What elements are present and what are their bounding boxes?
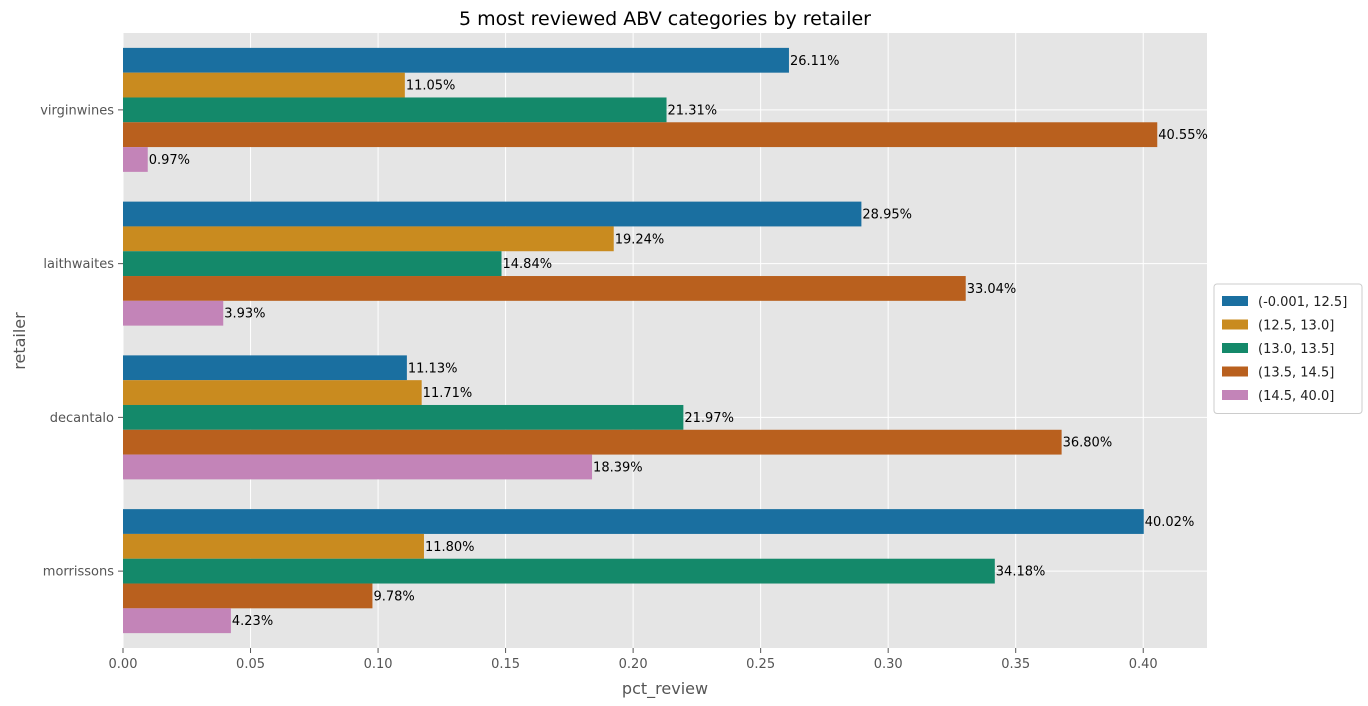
- bar-virginwines-series-4: [123, 147, 148, 172]
- bar-morrissons-series-2: [123, 558, 995, 584]
- x-tick-label: 0.25: [746, 657, 775, 672]
- data-labels-group: 26.11% 11.05% 21.31% 40.55% 0.97% 28.95% 19.24…: [149, 54, 1208, 629]
- legend-swatch-4: [1222, 390, 1248, 400]
- bar-virginwines-series-0: [123, 47, 789, 73]
- legend-label-2: (13.0, 13.5]: [1258, 342, 1334, 357]
- data-label-virginwines-series-0: 26.11%: [790, 54, 840, 69]
- legend-label-1: (12.5, 13.0]: [1258, 319, 1334, 334]
- x-axis-ticks: 0.00 0.05 0.10 0.15 0.20 0.25 0.30 0.35 0.40: [109, 648, 1158, 672]
- x-tick-label: 0.30: [874, 657, 903, 672]
- data-label-morrissons-series-3: 9.78%: [373, 589, 414, 604]
- data-label-morrissons-series-4: 4.23%: [232, 614, 273, 629]
- bar-laithwaites-series-0: [123, 201, 862, 227]
- legend-swatch-2: [1222, 343, 1248, 353]
- bars-group: [123, 47, 1158, 634]
- bar-decantalo-series-2: [123, 404, 684, 430]
- data-label-decantalo-series-1: 11.71%: [423, 386, 473, 401]
- x-tick-label: 0.05: [236, 657, 265, 672]
- legend-swatch-3: [1222, 366, 1248, 377]
- data-label-morrissons-series-0: 40.02%: [1145, 515, 1195, 530]
- legend-label-0: (-0.001, 12.5]: [1258, 295, 1347, 310]
- x-tick-label: 0.10: [364, 657, 393, 672]
- bar-morrissons-series-1: [123, 533, 424, 559]
- data-label-virginwines-series-4: 0.97%: [149, 153, 190, 168]
- bar-virginwines-series-3: [123, 122, 1158, 148]
- x-axis-label: pct_review: [622, 679, 708, 699]
- x-tick-label: 0.00: [109, 657, 138, 672]
- y-tick-label-morrissons: morrissons: [43, 565, 114, 580]
- legend-swatch-0: [1222, 296, 1248, 306]
- data-label-laithwaites-series-1: 19.24%: [615, 232, 665, 247]
- data-label-morrissons-series-1: 11.80%: [425, 540, 475, 555]
- data-label-laithwaites-series-4: 3.93%: [224, 307, 265, 322]
- bar-laithwaites-series-3: [123, 276, 966, 301]
- data-label-morrissons-series-2: 34.18%: [996, 565, 1046, 580]
- bar-morrissons-series-0: [123, 509, 1144, 534]
- bar-decantalo-series-4: [123, 454, 593, 480]
- y-tick-label-laithwaites: laithwaites: [43, 257, 114, 272]
- y-tick-label-decantalo: decantalo: [50, 411, 114, 426]
- data-label-virginwines-series-2: 21.31%: [668, 103, 718, 118]
- bar-virginwines-series-1: [123, 72, 405, 98]
- y-axis-ticks: virginwines laithwaites decantalo morrisson…: [40, 103, 123, 580]
- y-tick-label-virginwines: virginwines: [40, 103, 114, 118]
- bar-decantalo-series-3: [123, 429, 1062, 455]
- x-tick-label: 0.20: [619, 657, 648, 672]
- legend-label-3: (13.5, 14.5]: [1258, 366, 1334, 381]
- x-tick-label: 0.40: [1129, 657, 1158, 672]
- bar-laithwaites-series-2: [123, 251, 502, 277]
- bar-laithwaites-series-1: [123, 226, 614, 252]
- data-label-decantalo-series-4: 18.39%: [593, 460, 643, 475]
- chart-title: 5 most reviewed ABV categories by retail…: [459, 8, 871, 30]
- legend-box: [1213, 283, 1363, 414]
- data-label-laithwaites-series-3: 33.04%: [967, 282, 1017, 297]
- data-label-virginwines-series-1: 11.05%: [406, 79, 456, 94]
- bar-laithwaites-series-4: [123, 300, 224, 326]
- y-axis-label: retailer: [10, 312, 29, 370]
- x-tick-label: 0.35: [1001, 657, 1030, 672]
- data-label-decantalo-series-2: 21.97%: [684, 411, 734, 426]
- legend-swatch-1: [1222, 319, 1248, 330]
- legend: (-0.001, 12.5] (12.5, 13.0] (13.0, 13.5] (1…: [1213, 283, 1363, 414]
- bar-virginwines-series-2: [123, 97, 667, 123]
- data-label-laithwaites-series-2: 14.84%: [503, 257, 553, 272]
- bar-morrissons-series-3: [123, 583, 373, 609]
- data-label-decantalo-series-0: 11.13%: [408, 361, 458, 376]
- data-label-laithwaites-series-0: 28.95%: [862, 208, 912, 223]
- bar-morrissons-series-4: [123, 608, 231, 634]
- x-tick-label: 0.15: [491, 657, 520, 672]
- legend-label-4: (14.5, 40.0]: [1258, 389, 1334, 404]
- bar-decantalo-series-1: [123, 380, 422, 405]
- data-label-virginwines-series-3: 40.55%: [1158, 128, 1208, 143]
- data-label-decantalo-series-3: 36.80%: [1063, 436, 1113, 451]
- bar-decantalo-series-0: [123, 355, 407, 381]
